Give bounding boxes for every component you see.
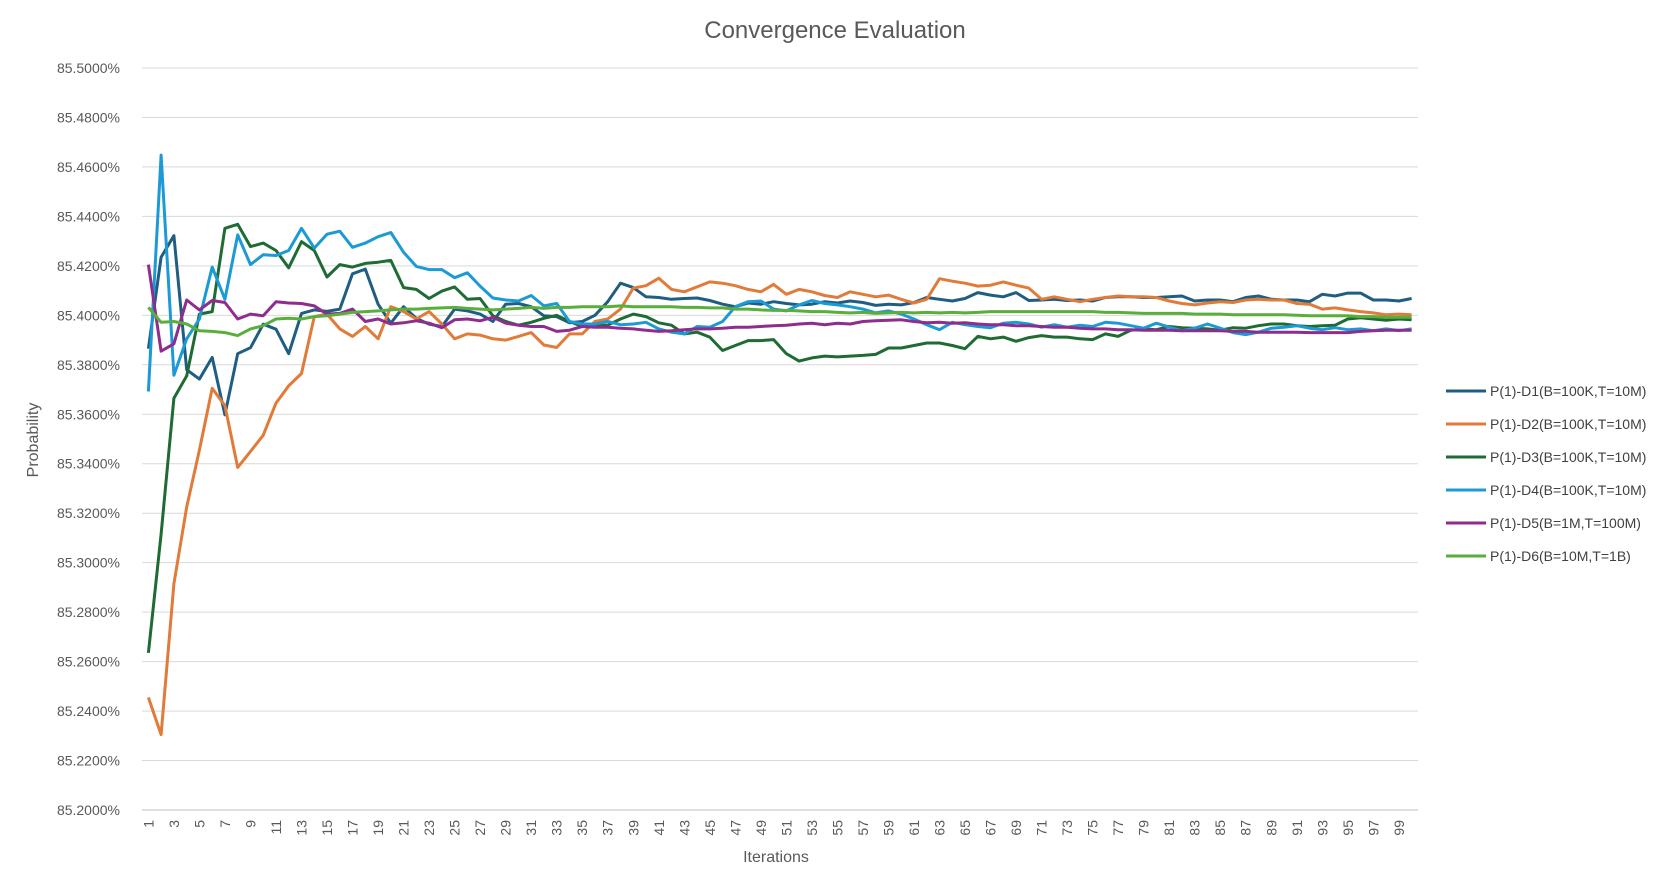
x-tick-label: 91 [1289,820,1305,836]
y-axis-label: Probability [25,403,42,478]
x-tick-label: 73 [1059,820,1075,836]
series-line-1 [146,234,1412,417]
y-tick-label: 85.2400% [57,703,120,719]
y-tick-label: 85.3000% [57,555,120,571]
x-tick-label: 35 [574,820,590,836]
y-axis-ticks: 85.2000% 85.2200% 85.2400% 85.2600% 85.2800%… [57,60,120,818]
y-tick-label: 85.3200% [57,505,120,521]
legend-entry: P(1)-D2(B=100K,T=10M) [1490,416,1646,432]
gridlines [142,67,1418,762]
y-tick-label: 85.3800% [57,357,120,373]
x-tick-label: 83 [1187,820,1203,836]
legend-entry: P(1)-D1(B=100K,T=10M) [1490,383,1646,399]
y-tick-label: 85.4000% [57,307,120,323]
series-lines [146,153,1412,737]
x-tick-label: 65 [957,820,973,836]
x-tick-label: 5 [191,820,207,828]
series-line-3 [146,222,1412,654]
y-tick-label: 85.3400% [57,456,120,472]
x-tick-label: 67 [983,820,999,836]
x-tick-label: 21 [396,820,412,836]
x-tick-label: 17 [345,820,361,836]
x-tick-label: 29 [498,820,514,836]
series-line-2 [146,276,1412,737]
x-tick-label: 79 [1136,820,1152,836]
x-tick-label: 13 [294,820,310,836]
x-tick-label: 7 [217,820,233,828]
x-tick-label: 15 [319,820,335,836]
x-tick-label: 57 [855,820,871,836]
series-line-6 [147,304,1412,338]
x-tick-label: 41 [651,820,667,836]
y-tick-label: 85.4600% [57,159,120,175]
x-tick-label: 87 [1238,820,1254,836]
chart-title: Convergence Evaluation [704,17,966,44]
x-tick-label: 99 [1391,820,1407,836]
x-tick-label: 95 [1340,820,1356,836]
x-tick-label: 1 [140,820,156,828]
y-tick-label: 85.2000% [57,802,120,818]
x-tick-label: 27 [472,820,488,836]
series-line-5 [146,264,1412,353]
x-axis-label: Iterations [743,849,809,866]
x-tick-label: 9 [242,820,258,828]
x-tick-label: 33 [549,820,565,836]
x-tick-label: 3 [166,820,182,828]
x-tick-label: 39 [625,820,641,836]
legend-entry: P(1)-D4(B=100K,T=10M) [1490,482,1646,498]
y-tick-label: 85.4800% [57,109,120,125]
x-tick-label: 59 [880,820,896,836]
x-tick-label: 23 [421,820,437,836]
x-tick-label: 19 [370,820,386,836]
x-tick-label: 97 [1365,820,1381,836]
legend-entry: P(1)-D3(B=100K,T=10M) [1490,449,1646,465]
x-tick-label: 51 [778,820,794,836]
legend-entry: P(1)-D6(B=10M,T=1B) [1490,548,1631,564]
x-tick-label: 49 [753,820,769,836]
x-tick-label: 85 [1212,820,1228,836]
y-tick-label: 85.2600% [57,654,120,670]
x-tick-label: 25 [447,820,463,836]
y-tick-label: 85.2200% [57,753,120,769]
x-tick-label: 89 [1263,820,1279,836]
x-tick-label: 47 [727,820,743,836]
x-tick-label: 45 [702,820,718,836]
x-tick-label: 75 [1085,820,1101,836]
y-tick-label: 85.4200% [57,258,120,274]
y-tick-label: 85.3600% [57,406,120,422]
x-tick-label: 81 [1161,820,1177,836]
y-tick-label: 85.5000% [57,60,120,76]
y-tick-label: 85.2800% [57,604,120,620]
x-tick-label: 77 [1110,820,1126,836]
legend-entry: P(1)-D5(B=1M,T=100M) [1490,515,1641,531]
y-tick-label: 85.4400% [57,208,120,224]
x-tick-label: 31 [523,820,539,836]
legend: P(1)-D1(B=100K,T=10M) P(1)-D2(B=100K,T=10… [1446,383,1646,564]
x-tick-label: 69 [1008,820,1024,836]
x-tick-label: 37 [600,820,616,836]
x-axis-ticks: 1 3 5 7 9 11 13 15 17 19 21 23 25 27 29 31 33 35 37 39 41 43 4… [140,820,1406,836]
x-tick-label: 11 [268,820,284,835]
x-tick-label: 55 [829,820,845,836]
x-tick-label: 53 [804,820,820,836]
series-line-4 [146,153,1412,392]
x-tick-label: 71 [1034,820,1050,836]
x-tick-label: 61 [906,820,922,836]
x-tick-label: 63 [932,820,948,836]
x-tick-label: 43 [676,820,692,836]
x-tick-label: 93 [1314,820,1330,836]
